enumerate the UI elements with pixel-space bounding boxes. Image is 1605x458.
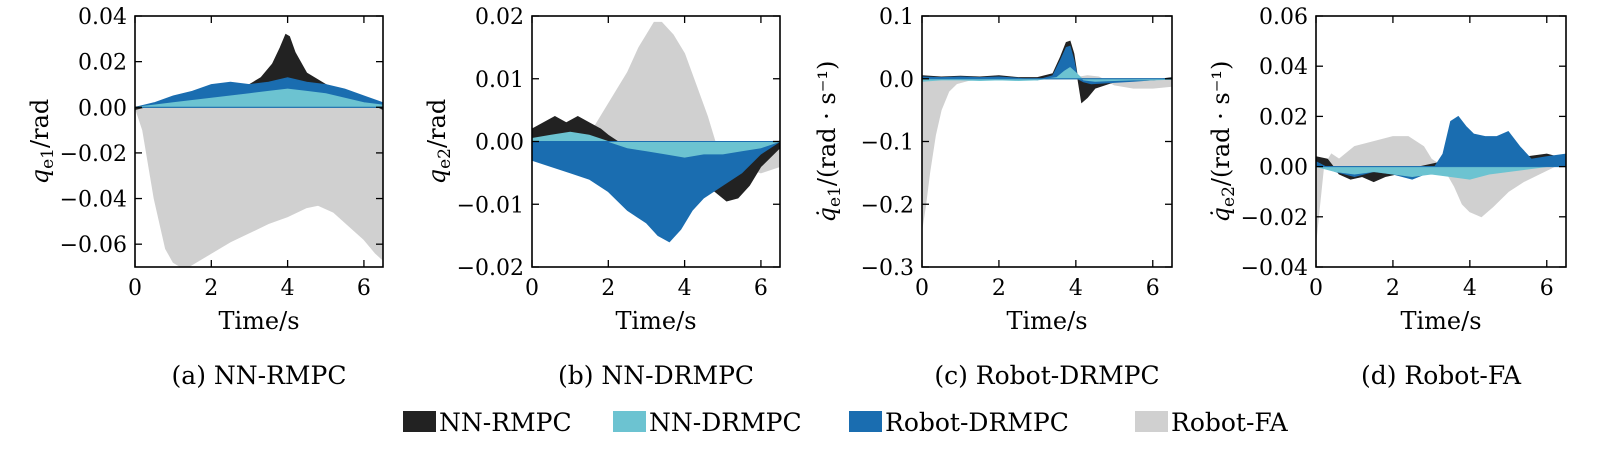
series-area-robot-drmpc	[922, 45, 1172, 85]
y-tick-label: −0.02	[1241, 206, 1308, 231]
y-tick-label: 0.04	[78, 5, 127, 30]
y-tick-label: 0.02	[1259, 105, 1308, 130]
panel-caption: (a) NN-RMPC	[172, 361, 347, 390]
y-tick-label: −0.1	[861, 131, 914, 156]
y-tick-label: 0.00	[475, 131, 524, 156]
legend-label: Robot-DRMPC	[885, 408, 1069, 437]
x-tick-label: 0	[1309, 276, 1323, 301]
y-tick-label: 0.06	[1259, 5, 1308, 30]
series-area-nn-drmpc	[922, 67, 1172, 82]
y-tick-label: −0.01	[457, 193, 524, 218]
series-area-robot-drmpc	[532, 141, 780, 243]
legend-item-nn-rmpc: NN-RMPC	[403, 408, 572, 437]
axes-frame	[921, 15, 1173, 268]
legend-label: NN-RMPC	[439, 408, 572, 437]
panel-2: 0 2 4 6 0.02 0.01 0.00 −0.01 −0.02 Time/s qe2/rad (…	[423, 5, 781, 390]
panel-caption: (d) Robot-FA	[1361, 361, 1522, 390]
y-tick-label: 0.04	[1259, 55, 1308, 80]
y-tick-label: −0.02	[60, 142, 127, 167]
plot-area	[135, 33, 383, 267]
y-tick-label: 0.0	[879, 68, 914, 93]
legend-swatch	[613, 411, 646, 432]
x-tick-label: 6	[1540, 276, 1554, 301]
legend-swatch	[1135, 411, 1168, 432]
x-tick-label: 4	[1463, 276, 1477, 301]
y-tick-label: 0.01	[475, 68, 524, 93]
y-tick-label: −0.04	[1241, 256, 1308, 281]
y-tick-label: 0.00	[78, 96, 127, 121]
series-area-nn-drmpc	[532, 131, 780, 158]
x-tick-label: 4	[678, 276, 692, 301]
series-area-nn-rmpc	[922, 40, 1172, 104]
plot-area	[1316, 115, 1566, 242]
x-tick-label: 2	[992, 276, 1006, 301]
x-axis-label: Time/s	[1006, 307, 1087, 335]
axes-frame	[1315, 15, 1567, 268]
series-area-nn-drmpc	[135, 88, 383, 108]
y-tick-label: −0.2	[861, 193, 914, 218]
x-tick-label: 6	[1146, 276, 1160, 301]
panel-3: 0 2 4 6 0.1 0.0 −0.1 −0.2 −0.3 Time/s q̇e1/(rad · …	[813, 5, 1173, 390]
series-area-nn-drmpc	[1316, 166, 1566, 180]
x-tick-label: 0	[128, 276, 142, 301]
legend-swatch	[403, 411, 436, 432]
y-axis-label: qe2/rad	[423, 99, 455, 185]
y-tick-label: −0.02	[457, 256, 524, 281]
y-tick-label: 0.1	[879, 5, 914, 30]
y-axis-label: q̇e1/(rad · s⁻¹)	[813, 61, 845, 223]
legend-swatch	[849, 411, 882, 432]
y-tick-label: −0.04	[60, 188, 127, 213]
y-tick-label: −0.3	[861, 256, 914, 281]
legend-item-nn-drmpc: NN-DRMPC	[613, 408, 802, 437]
x-axis-label: Time/s	[615, 307, 696, 335]
y-axis-label: q̇e2/(rad · s⁻¹)	[1207, 61, 1239, 223]
x-axis-label: Time/s	[218, 307, 299, 335]
legend-item-robot-fa: Robot-FA	[1135, 408, 1289, 437]
legend-item-robot-drmpc: Robot-DRMPC	[849, 408, 1069, 437]
x-tick-label: 0	[915, 276, 929, 301]
plot-area	[532, 21, 780, 243]
y-tick-label: 0.02	[475, 5, 524, 30]
series-area-nn-rmpc	[1316, 153, 1566, 183]
legend: NN-RMPC NN-DRMPC Robot-DRMPC Robot-FA	[403, 408, 1289, 437]
x-tick-label: 6	[754, 276, 768, 301]
x-tick-label: 0	[525, 276, 539, 301]
x-tick-label: 6	[357, 276, 371, 301]
y-tick-label: 0.02	[78, 51, 127, 76]
panel-caption: (c) Robot-DRMPC	[934, 361, 1159, 390]
series-area-robot-fa	[1316, 136, 1566, 242]
series-area-robot-drmpc	[1316, 115, 1566, 180]
series-area-robot-fa	[922, 75, 1172, 230]
legend-label: Robot-FA	[1171, 408, 1289, 437]
panel-caption: (b) NN-DRMPC	[558, 361, 754, 390]
x-tick-label: 2	[1386, 276, 1400, 301]
series-area-robot-fa	[135, 106, 383, 267]
legend-label: NN-DRMPC	[649, 408, 802, 437]
plot-area	[922, 40, 1172, 230]
panel-1: 0 2 4 6 0.04 0.02 0.00 −0.02 −0.04 −0.06 Time/s qe1…	[26, 5, 384, 390]
x-tick-label: 4	[281, 276, 295, 301]
y-axis-label: qe1/rad	[26, 99, 58, 185]
axes-frame	[134, 15, 384, 268]
x-tick-label: 2	[601, 276, 615, 301]
y-tick-label: 0.00	[1259, 156, 1308, 181]
x-tick-label: 4	[1069, 276, 1083, 301]
x-tick-label: 2	[204, 276, 218, 301]
panel-4: 0 2 4 6 0.06 0.04 0.02 0.00 −0.02 −0.04 Time/s q̇e2…	[1207, 5, 1567, 390]
y-tick-label: −0.06	[60, 233, 127, 258]
x-axis-label: Time/s	[1400, 307, 1481, 335]
